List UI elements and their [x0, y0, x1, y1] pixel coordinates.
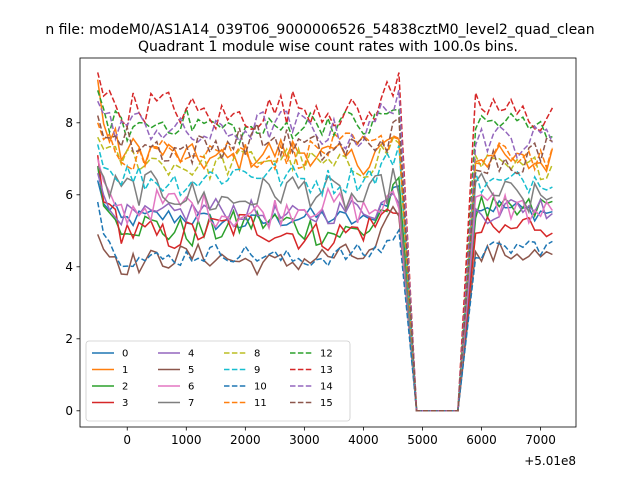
y-tick-label: 8 — [65, 116, 73, 130]
legend-label-15: 15 — [320, 398, 333, 409]
x-tick-label: 7000 — [525, 433, 556, 447]
series-line-10 — [96, 201, 553, 412]
legend-label-13: 13 — [320, 365, 333, 376]
series-line-4 — [96, 173, 553, 412]
y-tick-label: 6 — [65, 188, 73, 202]
x-tick-label: 5000 — [407, 433, 438, 447]
legend-label-4: 4 — [188, 349, 194, 360]
legend-label-12: 12 — [320, 349, 333, 360]
series-line-6 — [96, 158, 554, 412]
figure-suptitle: n file: modeM0/AS1A14_039T06_9000006526_… — [45, 22, 594, 38]
y-tick-label: 0 — [65, 404, 73, 418]
y-tick-label: 2 — [65, 332, 73, 346]
series-line-7 — [97, 165, 553, 412]
legend-label-3: 3 — [122, 398, 128, 409]
series-line-9 — [96, 144, 553, 412]
series-line-0 — [96, 180, 553, 412]
series-line-2 — [96, 165, 553, 412]
chart-title: Quadrant 1 module wise count rates with … — [138, 39, 518, 55]
x-axis-offset-label: +5.01e8 — [524, 454, 576, 468]
legend-label-11: 11 — [254, 398, 267, 409]
x-tick-label: 6000 — [466, 433, 497, 447]
axes-frame — [79, 57, 577, 428]
series-line-3 — [96, 155, 553, 412]
legend-label-1: 1 — [122, 365, 128, 376]
series-line-1 — [96, 79, 554, 412]
x-tick-label: 4000 — [348, 433, 379, 447]
x-tick-label: 0 — [123, 433, 131, 447]
series-line-11 — [96, 122, 554, 412]
series-line-8 — [97, 136, 554, 412]
series-line-13 — [96, 72, 554, 412]
legend-label-6: 6 — [188, 382, 194, 393]
legend-label-7: 7 — [188, 398, 194, 409]
x-tick-label: 2000 — [230, 433, 261, 447]
legend-box — [85, 340, 351, 422]
x-tick-label: 1000 — [171, 433, 202, 447]
legend-label-5: 5 — [188, 365, 194, 376]
x-tick-label: 3000 — [289, 433, 320, 447]
series-line-14 — [97, 89, 554, 412]
axes: 0 1000 2000 3000 4000 5000 6000 7000 0 2 4 6 8 — [65, 57, 577, 447]
series-line-12 — [96, 90, 553, 412]
plot-area — [96, 72, 554, 412]
legend-label-8: 8 — [254, 349, 260, 360]
y-tick-label: 4 — [65, 260, 73, 274]
legend-label-14: 14 — [320, 382, 333, 393]
legend-label-9: 9 — [254, 365, 260, 376]
legend-label-0: 0 — [122, 349, 128, 360]
series-line-5 — [97, 205, 553, 412]
legend-label-2: 2 — [122, 382, 128, 393]
series-line-15 — [96, 115, 553, 412]
legend-label-10: 10 — [254, 382, 267, 393]
